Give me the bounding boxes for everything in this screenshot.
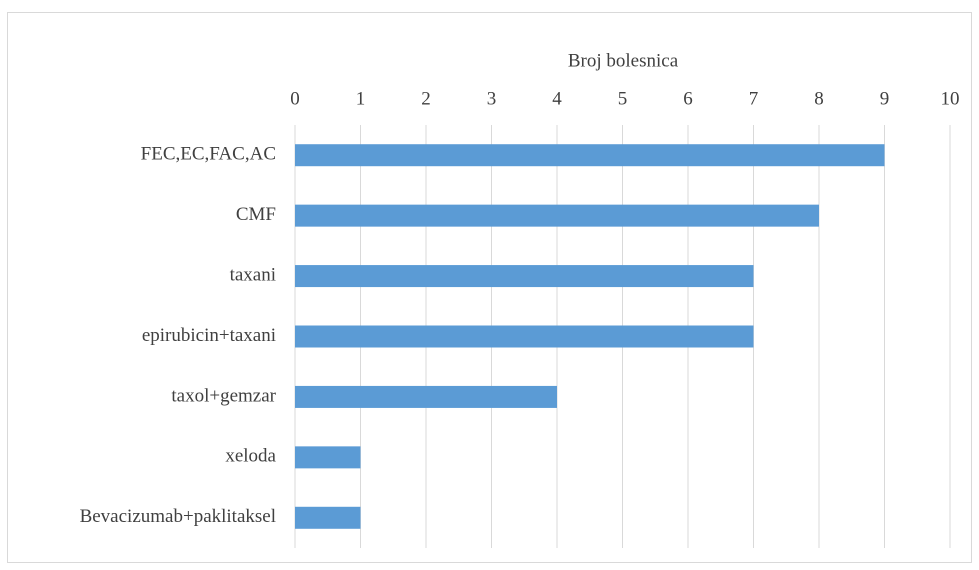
x-tick-label: 8 bbox=[814, 88, 824, 109]
y-tick-label: taxani bbox=[230, 264, 276, 285]
chart-border bbox=[7, 12, 972, 563]
y-tick-label: epirubicin+taxani bbox=[142, 325, 276, 346]
bar bbox=[295, 144, 885, 167]
x-tick-label: 10 bbox=[941, 88, 960, 109]
bar bbox=[295, 325, 754, 348]
y-tick-label: taxol+gemzar bbox=[171, 385, 276, 406]
y-tick-label: Bevacizumab+paklitaksel bbox=[80, 506, 276, 527]
x-axis-label: Broj bolesnica bbox=[568, 50, 679, 71]
bar bbox=[295, 204, 819, 227]
y-tick-label: CMF bbox=[236, 204, 276, 225]
x-tick-label: 6 bbox=[683, 88, 693, 109]
x-tick-label: 1 bbox=[356, 88, 366, 109]
bar bbox=[295, 385, 557, 408]
bar bbox=[295, 265, 754, 288]
x-tick-label: 5 bbox=[618, 88, 628, 109]
y-tick-label: xeloda bbox=[225, 446, 276, 467]
x-tick-label: 9 bbox=[880, 88, 890, 109]
x-tick-label: 0 bbox=[290, 88, 300, 109]
y-tick-label: FEC,EC,FAC,AC bbox=[141, 144, 276, 165]
x-tick-label: 4 bbox=[552, 88, 562, 109]
x-tick-label: 7 bbox=[749, 88, 759, 109]
bar bbox=[295, 506, 361, 529]
bar bbox=[295, 446, 361, 469]
x-tick-label: 3 bbox=[487, 88, 497, 109]
x-tick-label: 2 bbox=[421, 88, 431, 109]
